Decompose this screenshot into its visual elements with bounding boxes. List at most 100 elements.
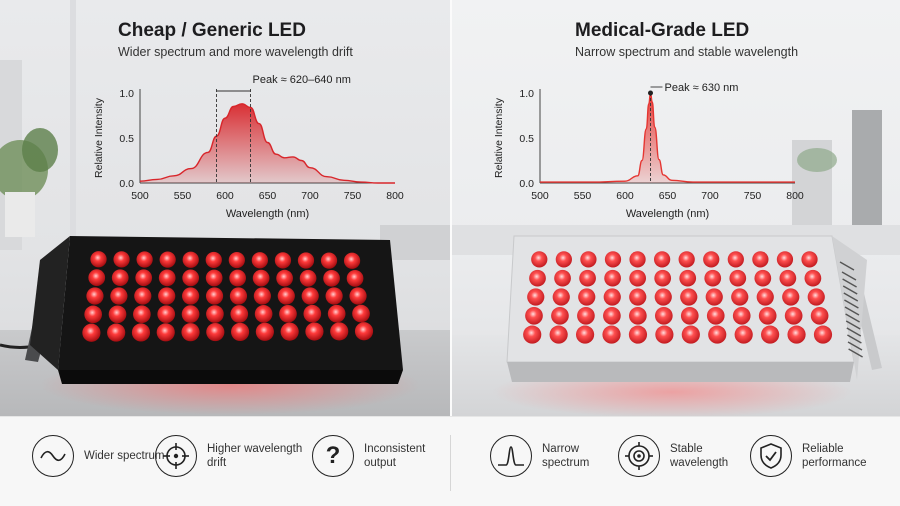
red-led [82,323,101,342]
feature-inconsistent-output: ? Inconsistent output [312,435,444,477]
red-led [680,288,698,306]
feature-label: Stable wavelength [670,443,729,469]
red-led [135,269,153,287]
y-tick-label: 0.5 [119,133,134,145]
feature-label: Higher wavelength drift [207,443,303,469]
target-icon [618,435,660,477]
red-led [787,325,806,344]
red-led [205,269,223,287]
x-axis-label: Wavelength (nm) [626,208,709,220]
red-led [655,325,674,344]
red-led [629,269,647,287]
red-led [131,323,151,342]
red-led [604,251,622,268]
feature-higher-drift: Higher wavelength drift [155,435,319,477]
y-tick-label: 1.0 [519,88,534,100]
red-led [529,269,546,287]
red-led [681,325,700,344]
red-led [276,269,293,287]
red-led [523,325,542,344]
red-led [182,251,199,268]
y-tick-label: 0.5 [519,133,534,145]
red-led [577,306,595,325]
x-tick-label: 550 [574,190,592,202]
red-led [110,287,128,305]
red-led [327,304,346,323]
red-led [136,251,153,268]
right-panel: Medical-Grade LED Narrow spectrum and st… [452,0,900,416]
red-led [579,269,596,287]
shield-check-icon [750,435,792,477]
red-led [274,252,292,269]
red-led [813,325,833,344]
spectrum-line [139,103,395,184]
feature-strip: Wider spectrum Higher wavelength drift ?… [0,416,900,506]
right-subtitle: Narrow spectrum and stable wavelength [575,45,799,59]
red-led [578,288,596,306]
red-led [330,322,349,341]
red-led [107,323,126,342]
red-led [704,269,722,287]
red-led [280,322,299,341]
red-led [552,288,570,306]
red-led [90,251,107,268]
x-tick-label: 500 [131,190,149,202]
right-title: Medical-Grade LED [575,20,750,41]
red-led [181,305,200,323]
red-led [354,322,374,341]
y-tick-label: 1.0 [119,88,134,100]
red-led [784,306,803,325]
red-led [531,251,548,268]
red-led [758,306,777,325]
red-led [654,288,672,306]
red-led [555,251,572,268]
spectrum-area [540,93,795,183]
red-led [182,287,200,305]
y-axis-label: Relative Intensity [493,97,505,178]
red-led [252,269,270,287]
y-tick-label: 0.0 [519,178,534,190]
feature-label: Narrow spectrum [542,443,590,469]
generic-led-scene [0,0,450,416]
red-led [206,305,224,323]
red-led [229,269,247,287]
red-led [205,251,222,269]
x-tick-label: 700 [301,190,319,202]
red-led [231,322,250,342]
red-led [182,269,200,287]
red-led [299,269,317,287]
red-led [754,269,772,287]
red-led [580,251,597,268]
red-led [680,306,699,325]
spectrum-line [540,92,795,183]
red-led [679,269,697,287]
red-led [158,287,176,305]
red-led [705,288,723,306]
x-tick-label: 600 [616,190,634,202]
red-led [551,306,569,325]
red-led [576,325,595,344]
red-led [554,269,571,287]
red-led [706,306,725,325]
red-led [305,322,324,341]
generic-spectrum-chart: 500 550 600 650 700 750 800 0.0 0.5 1.0 Wavelength… [93,74,404,220]
red-led [629,251,646,268]
red-led [732,306,751,325]
red-led [181,323,200,342]
red-led [86,287,104,305]
left-title: Cheap / Generic LED [118,20,306,41]
red-led [603,288,621,306]
red-led [629,288,647,306]
red-led [156,323,175,342]
feature-label: Wider spectrum [84,450,165,462]
feature-divider [450,435,451,491]
y-tick-label: 0.0 [119,178,134,190]
x-tick-label: 600 [216,190,234,202]
red-led [729,269,747,287]
red-led [549,325,568,344]
red-led [654,269,672,287]
wave-icon [32,435,74,477]
red-led [525,306,543,325]
x-tick-label: 700 [701,190,719,202]
peak-annotation: Peak ≈ 630 nm [665,82,739,94]
